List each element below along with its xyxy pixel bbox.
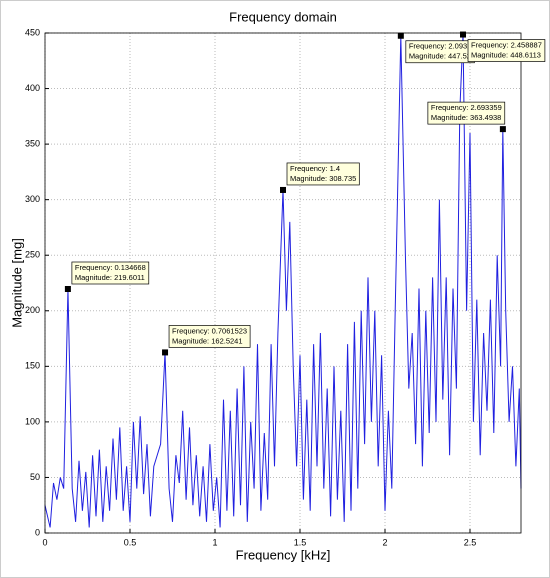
x-tick-label: 1.5 [294,537,307,547]
datatip-frequency: Frequency: 0.7061523 [172,326,247,335]
datatip-magnitude: Magnitude: 162.5241 [172,336,242,345]
datatip-box [71,261,150,285]
y-tick-label: 250 [25,250,40,260]
datatip-box [286,162,360,186]
datatip-magnitude: Magnitude: 447.52 [409,52,471,61]
datatip-box [467,39,546,62]
datatip-frequency: Frequency: 0.134668 [75,263,146,272]
x-tick-label: 0.5 [124,537,137,547]
y-tick-label: 350 [25,138,40,148]
datatip-frequency: Frequency: 2.693359 [431,103,502,112]
datatip-magnitude: Magnitude: 219.6011 [75,273,145,282]
x-tick-label: 2.5 [464,537,477,547]
datatip-box [168,325,251,348]
datatip-box [427,101,506,125]
y-axis-label: Magnitude [mg] [9,238,24,328]
datatip-marker [460,31,467,38]
x-tick-label: 0 [42,537,47,547]
datatip-marker [499,126,506,133]
datatip-frequency: Frequency: 2.458887 [471,41,542,50]
y-tick-label: 50 [30,472,40,482]
x-axis-label: Frequency [kHz] [236,547,331,562]
y-tick-label: 450 [25,27,40,37]
y-tick-label: 400 [25,83,40,93]
line [44,34,522,528]
datatip-marker [162,349,169,356]
datatip-magnitude: Magnitude: 363.4938 [431,113,501,122]
datatip-marker [280,186,286,193]
datatip-frequency: Frequency: 1.4 [290,164,340,173]
datatip-frequency: Frequency: 2.0931 [409,42,472,51]
y-tick-label: 300 [25,194,40,204]
datatip-marker [64,285,71,292]
datatip-magnitude: Magnitude: 308.735 [290,174,356,183]
axes-frame [44,32,522,534]
chart-title: Frequency domain [229,9,337,24]
y-tick-label: 100 [25,416,40,426]
y-tick-label: 200 [25,305,40,315]
x-tick-label: 1 [212,537,217,547]
datatip-magnitude: Magnitude: 448.6113 [471,51,541,60]
datatip-marker [397,32,404,39]
y-tick-label: 0 [35,527,40,537]
y-tick-label: 150 [25,361,40,371]
x-tick-label: 2 [382,537,387,547]
